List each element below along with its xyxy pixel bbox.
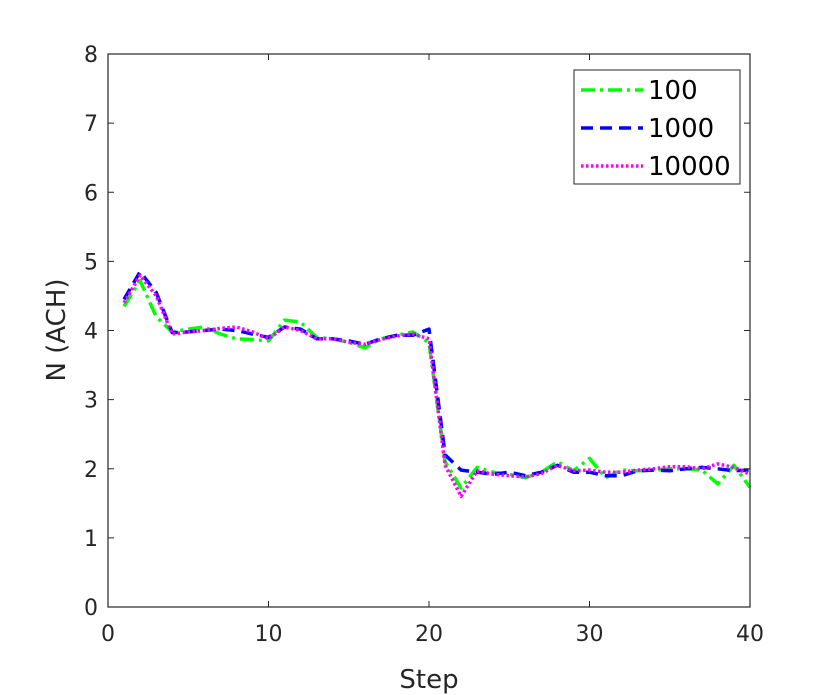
y-tick-label: 0 [84, 596, 98, 621]
legend-label-1: 1000 [648, 114, 714, 144]
legend-label-0: 100 [648, 76, 698, 106]
x-tick-label: 10 [255, 622, 283, 647]
y-tick-label: 2 [84, 458, 98, 483]
y-tick-label: 1 [84, 527, 98, 552]
ticks-layer: 0 10 20 30 40 0 1 2 3 4 5 6 7 8 [84, 43, 764, 647]
x-tick-label: 30 [576, 622, 604, 647]
y-tick-label: 6 [84, 181, 98, 206]
y-tick-label: 5 [84, 250, 98, 275]
x-tick-label: 20 [415, 622, 443, 647]
x-tick-label: 40 [736, 622, 764, 647]
y-axis-label: N (ACH) [42, 278, 72, 381]
y-tick-label: 7 [84, 112, 98, 137]
series-layer [122, 269, 752, 499]
y-tick-label: 4 [84, 320, 98, 345]
legend: 100 1000 10000 [573, 69, 741, 185]
series-line-2 [122, 273, 751, 499]
legend-entries: 100 1000 10000 [581, 76, 731, 182]
legend-label-2: 10000 [648, 152, 731, 182]
y-tick-label: 3 [84, 389, 98, 414]
series-line-1 [122, 269, 751, 478]
x-tick-label: 0 [101, 622, 115, 647]
x-axis-label: Step [399, 665, 458, 695]
y-tick-label: 8 [84, 43, 98, 68]
